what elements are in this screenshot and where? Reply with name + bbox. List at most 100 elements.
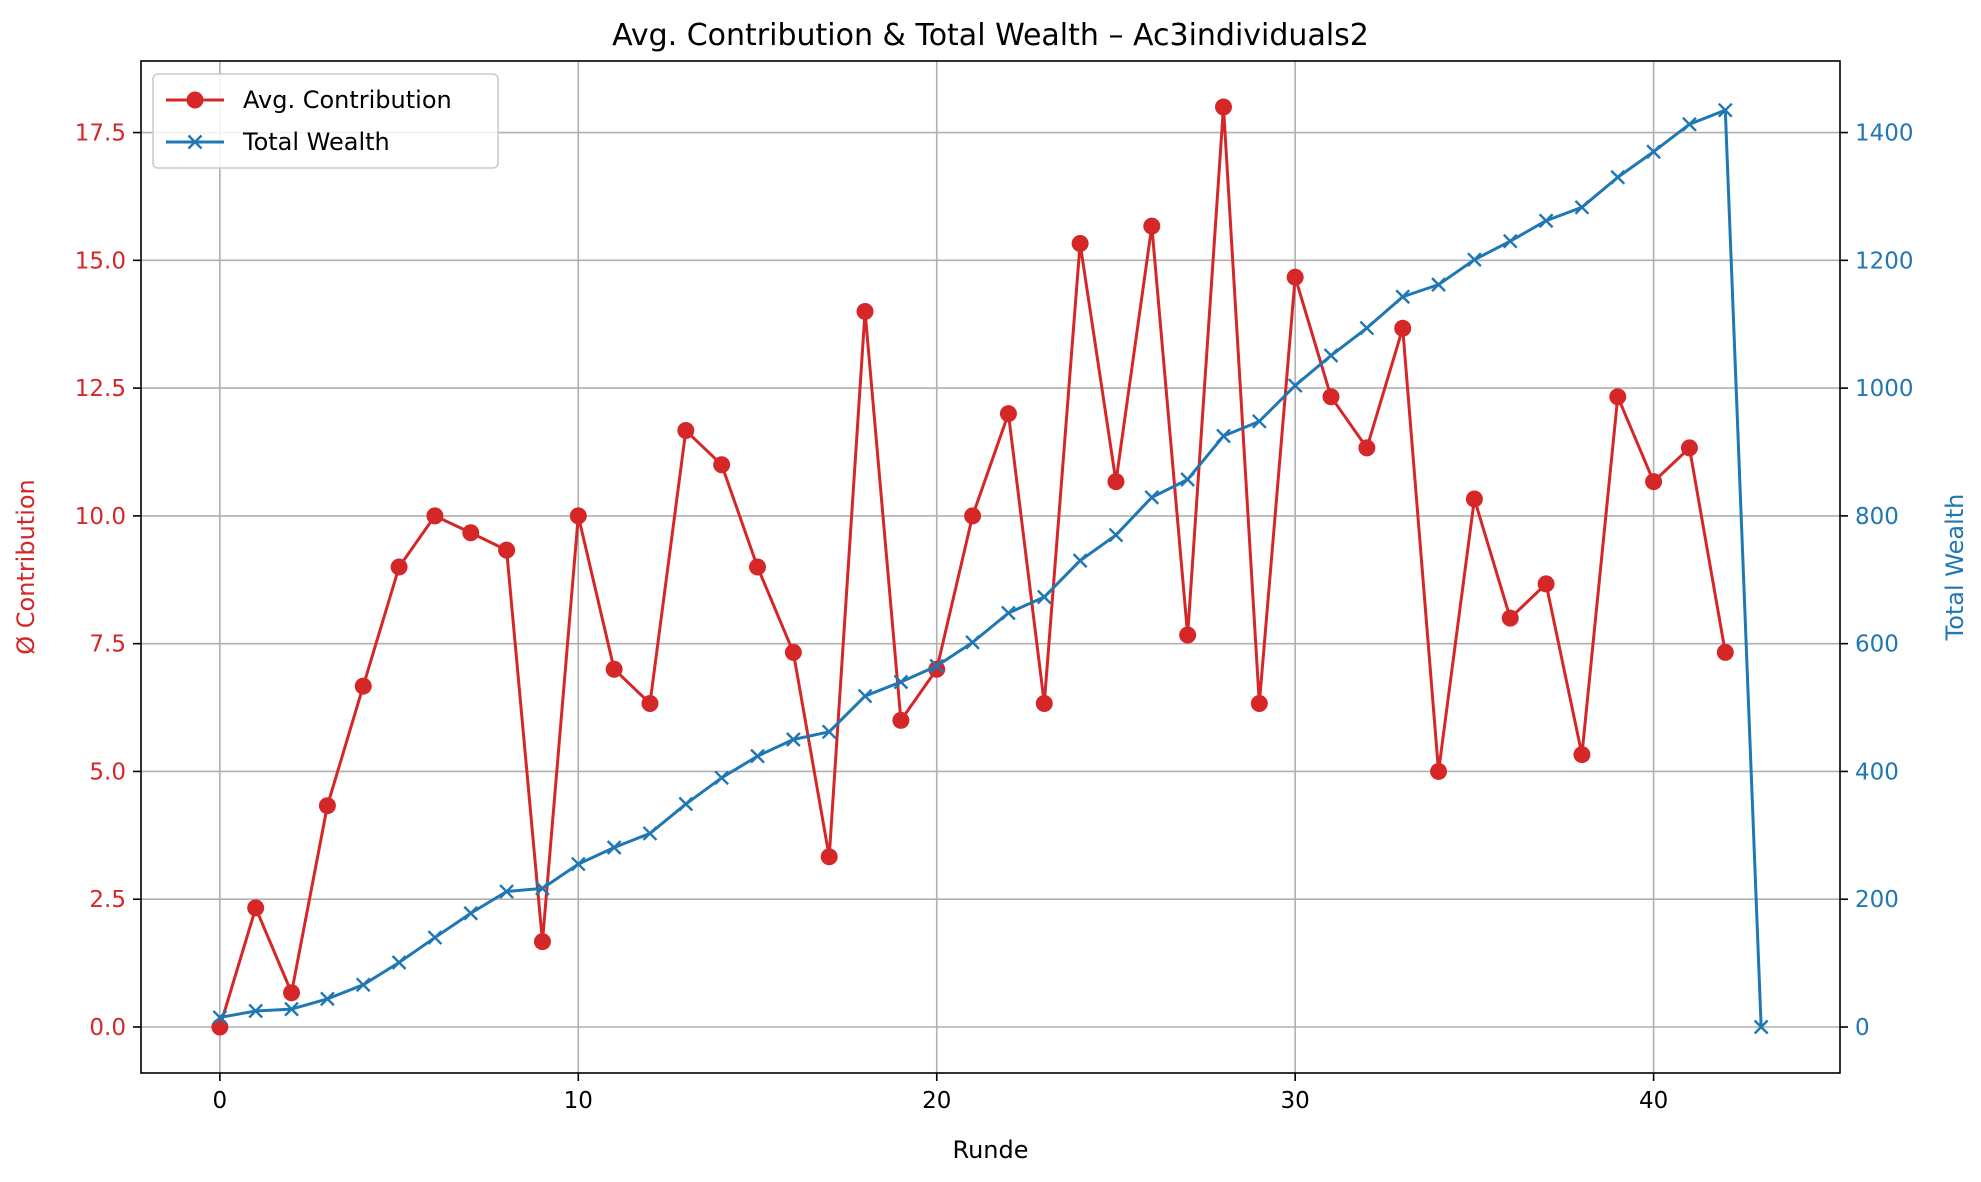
data-point [1144, 490, 1160, 505]
data-point [1394, 319, 1412, 337]
data-point-stroke [642, 826, 658, 841]
data-point-stroke [391, 955, 407, 970]
data-point [820, 848, 838, 866]
y-right-tick-label: 200 [1855, 887, 1899, 913]
data-point-stroke [714, 770, 730, 786]
data-point [462, 524, 480, 542]
data-point [212, 1010, 228, 1025]
data-point [784, 643, 802, 661]
y-right-tick-label: 1400 [1855, 121, 1914, 147]
data-point [1467, 252, 1482, 268]
data-point [893, 674, 909, 690]
data-point [1431, 277, 1446, 292]
chart-title: Avg. Contribution & Total Wealth – Ac3in… [612, 18, 1369, 53]
data-point [569, 507, 587, 525]
data-point [1680, 439, 1698, 457]
data-point-stroke [1717, 102, 1733, 118]
data-point [1287, 378, 1303, 393]
data-point-stroke [1144, 490, 1160, 505]
x-tick-label: 0 [213, 1088, 228, 1114]
y-right-tick-label: 1200 [1855, 248, 1914, 274]
data-point [1465, 490, 1483, 508]
data-point [247, 899, 265, 917]
data-point-stroke [606, 840, 622, 855]
y-left-tick-label: 10.0 [75, 504, 126, 530]
y-left-tick-label: 0.0 [89, 1015, 126, 1041]
legend-label: Total Wealth [242, 128, 390, 156]
y-left-tick-label: 12.5 [75, 376, 126, 402]
data-point-stroke [1646, 144, 1661, 160]
data-point [391, 955, 407, 970]
data-point-stroke [893, 674, 909, 690]
data-point [320, 991, 335, 1007]
data-point-stroke [1323, 348, 1339, 363]
data-point-stroke [929, 658, 945, 674]
y-right-tick-label: 600 [1855, 632, 1899, 658]
legend-marker [186, 91, 204, 109]
data-point [1753, 1019, 1769, 1035]
data-point-stroke [570, 856, 586, 872]
x-axis-label: Runde [952, 1136, 1028, 1164]
data-point-stroke [1359, 320, 1375, 336]
data-point-stroke [965, 635, 980, 650]
y-left-axis-label: Ø Contribution [12, 479, 40, 655]
data-point [1250, 694, 1268, 712]
data-point [1610, 169, 1626, 185]
data-point [1035, 694, 1053, 712]
data-point [605, 660, 623, 678]
grid-layer [141, 61, 1840, 1073]
y-right-axis-label: Total Wealth [1941, 494, 1969, 642]
x-tick-label: 10 [564, 1088, 593, 1114]
data-point-stroke [1395, 289, 1411, 305]
data-point-stroke [1287, 378, 1303, 393]
data-point [1716, 643, 1734, 661]
data-point-stroke [427, 930, 443, 945]
data-point [284, 1001, 299, 1017]
data-point-stroke [212, 1010, 228, 1025]
data-point [857, 688, 873, 704]
data-point [1286, 268, 1304, 286]
data-point [714, 770, 730, 786]
data-point [1001, 605, 1016, 621]
y-right-tick-label: 800 [1855, 504, 1899, 530]
data-point [1358, 439, 1376, 457]
data-point-stroke [678, 796, 694, 812]
data-point [749, 558, 767, 576]
series-layer [211, 98, 1769, 1036]
data-point [677, 422, 695, 440]
y-left-tick-label: 17.5 [75, 121, 126, 147]
data-point-stroke [1682, 116, 1697, 132]
data-point [999, 405, 1017, 423]
data-point [965, 635, 980, 650]
data-point [1537, 575, 1555, 593]
data-point [892, 711, 910, 729]
data-point-stroke [750, 748, 765, 764]
data-point-stroke [821, 724, 837, 740]
data-point [1717, 102, 1733, 118]
data-point-stroke [535, 881, 550, 896]
data-point [1143, 217, 1161, 235]
legend-box [152, 73, 499, 169]
data-point [1107, 473, 1125, 491]
data-point-stroke [284, 1001, 299, 1017]
data-point-stroke [786, 732, 801, 747]
data-point-stroke [1251, 413, 1267, 429]
data-point [678, 796, 694, 812]
series-total-wealth [212, 102, 1769, 1035]
data-point [1071, 234, 1089, 252]
data-point [1216, 428, 1231, 444]
axis-layer: 0 10 20 30 40 0.0 2.5 5.0 7.5 10.0 12.5 15.0 17.5 0 20… [75, 121, 1914, 1114]
data-point [1108, 527, 1124, 543]
data-point [786, 732, 801, 747]
data-point-stroke [1036, 589, 1052, 605]
data-point [355, 977, 371, 993]
data-point [1609, 388, 1627, 406]
series-avg-contribution [211, 98, 1734, 1036]
data-point [1502, 233, 1518, 249]
data-point [642, 826, 658, 841]
data-point [354, 677, 372, 695]
series-line [219, 108, 1763, 1028]
data-point [1538, 213, 1554, 229]
x-tick-label: 20 [922, 1088, 951, 1114]
